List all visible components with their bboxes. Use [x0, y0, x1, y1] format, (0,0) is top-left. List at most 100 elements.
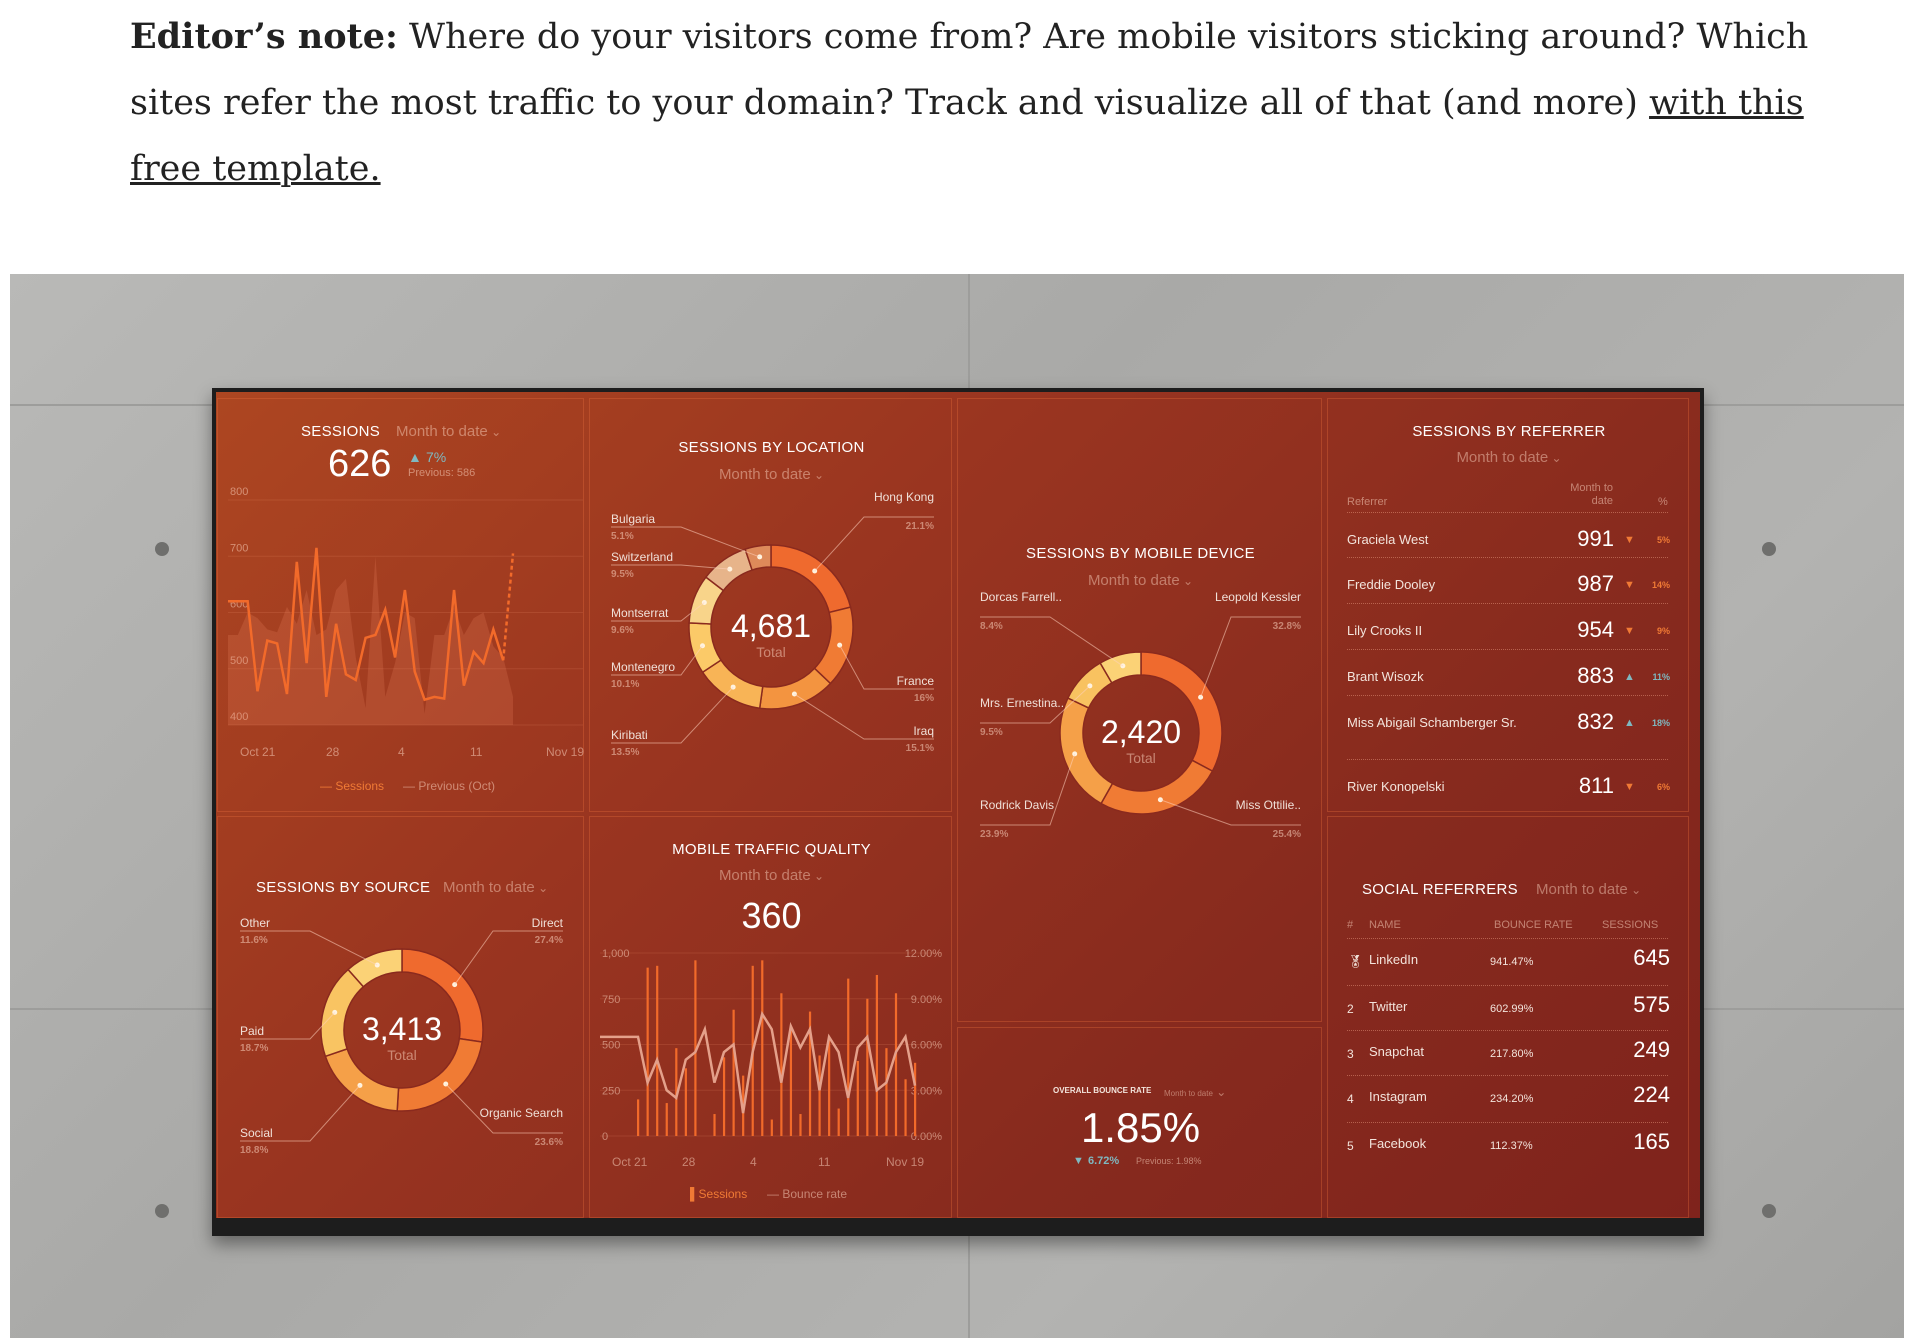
trend-down-icon: ▼ — [1624, 625, 1635, 637]
slice-label: Other — [240, 916, 270, 930]
donut-total: 4,681 — [731, 608, 811, 644]
date-range-dropdown[interactable]: Month to date — [958, 572, 1323, 589]
slice-label: Paid — [240, 1024, 264, 1038]
y-tick-label: 800 — [230, 486, 248, 498]
date-range-dropdown[interactable]: Month to date — [590, 867, 953, 884]
date-range-dropdown[interactable]: Month to date — [443, 879, 548, 896]
y2-tick-label: 9.00% — [911, 994, 942, 1006]
referrer-value: 991 — [1577, 526, 1614, 551]
row-divider — [1347, 1122, 1668, 1123]
y2-tick-label: 6.00% — [911, 1040, 942, 1052]
source-panel: SESSIONS BY SOURCE Month to date Direct 2… — [217, 816, 584, 1218]
slice-percent: 18.8% — [240, 1145, 268, 1156]
slice-marker — [1072, 751, 1078, 757]
sessions-bar — [885, 1048, 888, 1136]
referrer-change: 14% — [1651, 580, 1670, 590]
note-text: Where do your visitors come from? Are mo… — [130, 17, 1809, 123]
sessions-bar — [866, 998, 869, 1136]
referrer-name: Freddie Dooley — [1347, 577, 1436, 592]
y-tick-label: 500 — [602, 1040, 620, 1052]
slice-percent: 23.9% — [980, 829, 1008, 840]
sessions-bar — [722, 1057, 726, 1136]
referrer-value: 832 — [1577, 709, 1614, 734]
date-range-dropdown[interactable]: Month to date — [1164, 1085, 1226, 1099]
mobile-traffic-combo-chart: 1,000 12.00% 750 9.00% 500 6.00% 250 3.00% 0 0.00… — [600, 948, 942, 1169]
slice-percent: 9.6% — [611, 625, 634, 636]
donut-slice — [320, 968, 365, 1058]
referrer-name: Graciela West — [1347, 532, 1429, 547]
row-divider — [1347, 938, 1668, 939]
x-tick-label: Nov 19 — [546, 745, 584, 759]
y2-tick-label: 3.00% — [911, 1085, 942, 1097]
donut-slice — [1100, 759, 1214, 815]
date-range-dropdown[interactable]: Month to date — [396, 423, 501, 440]
sessions-bar — [847, 978, 850, 1136]
leader-line — [611, 526, 760, 558]
trend-down-icon: ▼ — [1624, 781, 1635, 793]
sessions-bar — [675, 1048, 678, 1136]
slice-label: Montenegro — [611, 660, 675, 674]
leader-line — [240, 930, 378, 966]
donut-slice — [813, 606, 854, 685]
rank-number: 5 — [1347, 1139, 1354, 1153]
row-divider — [1347, 649, 1668, 650]
referrer-name: Brant Wisozk — [1347, 669, 1424, 684]
panel-title: MOBILE TRAFFIC QUALITY — [672, 841, 871, 858]
column-header-bounce: BOUNCE RATE — [1494, 919, 1573, 931]
previous-area — [228, 556, 513, 725]
medal-icon: 🏅︎ — [1347, 954, 1364, 969]
column-header-sessions: SESSIONS — [1602, 919, 1659, 931]
x-tick-label: Nov 19 — [886, 1155, 924, 1169]
social-referrers-panel: SOCIAL REFERRERS Month to date # NAME BO… — [1327, 816, 1689, 1218]
sessions-bar — [665, 1103, 668, 1136]
row-divider — [1347, 512, 1668, 513]
row-divider — [1347, 557, 1668, 558]
social-sessions: 165 — [1633, 1129, 1670, 1154]
referrer-change: 6% — [1656, 782, 1670, 792]
bounce-rate-panel: OVERALL BOUNCE RATE Month to date 1.85% … — [957, 1027, 1322, 1218]
sessions-bar — [837, 1108, 840, 1136]
slice-label: Hong Kong — [874, 490, 934, 504]
date-range-dropdown[interactable]: Month to date — [590, 466, 953, 483]
donut-slice — [758, 667, 832, 710]
slice-percent: 8.4% — [980, 621, 1003, 632]
leader-line — [611, 602, 705, 622]
date-range-dropdown[interactable]: Month to date — [1536, 881, 1641, 898]
legend-label: Sessions — [335, 779, 385, 793]
leader-line — [1200, 616, 1301, 698]
sessions-projection-line — [501, 553, 515, 661]
leader-line — [611, 686, 734, 744]
panel-title: SESSIONS BY REFERRER — [1412, 423, 1606, 440]
editors-note: Editor’s note: Where do your visitors co… — [130, 4, 1810, 202]
column-header-rank: # — [1347, 919, 1354, 931]
date-range-dropdown[interactable]: Month to date — [1328, 449, 1690, 466]
donut-total: 2,420 — [1101, 714, 1181, 750]
x-tick-label: 4 — [750, 1155, 757, 1169]
trend-down-icon: ▼ — [1624, 579, 1635, 591]
bounce-rate-line — [600, 1010, 917, 1114]
referrer-value: 811 — [1578, 773, 1614, 798]
template-link[interactable]: with this free template. — [130, 83, 1804, 189]
mobile-traffic-panel: MOBILE TRAFFIC QUALITY Month to date 360… — [589, 816, 952, 1218]
column-header-referrer: Referrer — [1347, 496, 1388, 508]
slice-percent: 10.1% — [611, 679, 639, 690]
donut-slice — [701, 659, 764, 710]
donut-slice — [770, 544, 852, 614]
location-panel: SESSIONS BY LOCATION Month to date Hong … — [589, 398, 952, 812]
sessions-bar — [808, 1011, 812, 1136]
slice-percent: 23.6% — [535, 1137, 563, 1148]
slice-percent: 25.4% — [1273, 829, 1301, 840]
leader-line — [445, 1083, 563, 1134]
mobile-device-donut-chart: Leopold Kessler 32.8% Miss Ottilie.. 25.4% R… — [980, 590, 1301, 840]
slice-label: Social — [240, 1126, 273, 1140]
social-sessions: 645 — [1633, 945, 1670, 970]
donut-total: 3,413 — [362, 1011, 442, 1047]
column-header-percent: % — [1658, 496, 1668, 508]
slice-percent: 15.1% — [906, 743, 934, 754]
rank-number: 4 — [1347, 1092, 1354, 1106]
donut-slice — [347, 948, 403, 988]
leader-line — [611, 564, 730, 570]
bounce-rate-value: 1.85% — [1080, 1104, 1201, 1151]
social-bounce-rate: 941.47% — [1490, 956, 1534, 968]
